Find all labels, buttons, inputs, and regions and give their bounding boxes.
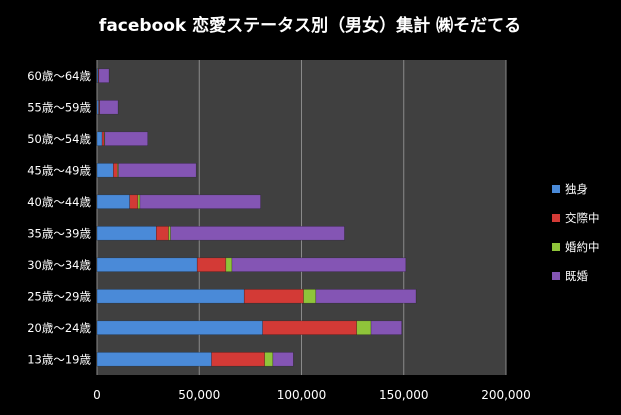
bar-segment [137,194,141,209]
bar-segment [211,352,265,367]
y-tick-label: 55歳～59歳 [27,100,91,114]
legend-label: 婚約中 [565,240,600,254]
bar-segment [303,289,317,304]
bar-segment [101,131,105,146]
bar-segment [96,163,114,178]
legend-swatch [552,185,560,193]
bar-segment [96,226,157,241]
bar-segment [104,131,149,146]
bars [96,68,417,367]
y-axis-labels: 13歳～19歳 20歳～24歳 25歳～29歳 30歳～34歳 35歳～39歳 40歳～4… [27,69,91,367]
chart-title: facebook 恋愛ステータス別（男女）集計 ㈱そだてる [99,15,521,36]
y-tick-label: 20歳～24歳 [27,321,91,335]
bar-segment [262,320,358,335]
x-tick-label: 150,000 [379,388,429,402]
bar-segment [117,163,119,178]
bar-segment [96,289,245,304]
legend-swatch [552,214,560,222]
bar-segment [96,352,212,367]
bar-segment [315,289,417,304]
x-tick-label: 100,000 [277,388,327,402]
bar-segment [113,163,118,178]
bar-segment [156,226,169,241]
y-tick-label: 35歳～39歳 [27,226,91,240]
bar-segment [96,131,103,146]
bar-segment [243,289,304,304]
bar-segment [118,163,197,178]
legend-label: 独身 [565,182,588,196]
y-tick-label: 25歳～29歳 [27,289,91,303]
x-tick-label: 50,000 [178,388,220,402]
bar-segment [272,352,294,367]
y-tick-label: 13歳～19歳 [27,352,91,366]
bar-segment [99,100,119,115]
bar-segment [225,257,233,272]
x-tick-label: 200,000 [481,388,531,402]
y-tick-label: 50歳～54歳 [27,132,91,146]
bar-segment [96,194,131,209]
bar-segment [196,257,227,272]
bar-segment [139,194,261,209]
y-tick-label: 45歳～49歳 [27,163,91,177]
bar-segment [170,226,345,241]
bar-segment [98,68,110,83]
legend-swatch [552,243,560,251]
bar-segment [356,320,372,335]
y-tick-label: 40歳～44歳 [27,195,91,209]
bar-segment [96,320,263,335]
bar-segment [168,226,171,241]
x-tick-label: 0 [93,388,101,402]
y-tick-label: 60歳～64歳 [27,69,91,83]
legend-swatch [552,272,560,280]
bar-segment [264,352,274,367]
bar-segment [370,320,403,335]
bar-segment [231,257,407,272]
x-axis-labels: 0 50,000 100,000 150,000 200,000 [93,388,531,402]
bar-segment [129,194,139,209]
bar-segment [96,257,198,272]
legend-label: 既婚 [565,269,588,283]
legend-label: 交際中 [565,211,600,225]
y-tick-label: 30歳～34歳 [27,258,91,272]
